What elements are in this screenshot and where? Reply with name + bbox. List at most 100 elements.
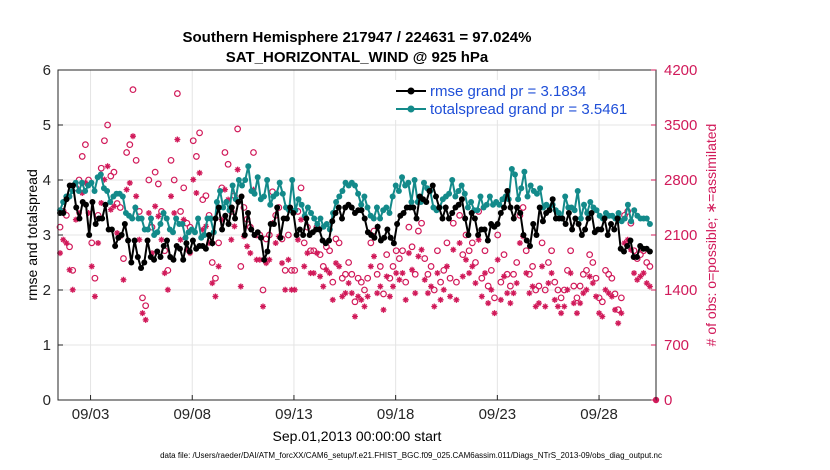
totalspread-line-point [132, 204, 139, 211]
obs-assimilated-marker [646, 283, 653, 290]
obs-possible-marker [617, 294, 625, 302]
obs-possible-marker [361, 286, 368, 294]
obs-assimilated-marker [402, 296, 409, 303]
obs-assimilated-marker [478, 293, 485, 300]
obs-possible-marker [434, 247, 441, 255]
rmse-line-point [562, 221, 569, 227]
obs-possible-marker [215, 239, 222, 247]
rmse-line-point [384, 226, 391, 233]
y-axis-right-label: # of obs: o=possible; ∗=assimilated [703, 124, 719, 347]
rmse-line-point [633, 254, 640, 260]
obs-possible-marker [88, 239, 96, 247]
totalspread-line-point [364, 204, 371, 211]
rmse-line-point [387, 234, 394, 241]
rmse-line-point [497, 210, 504, 216]
obs-possible-marker [208, 259, 216, 266]
obs-possible-marker [481, 247, 489, 255]
obs-assimilated-marker [364, 293, 371, 300]
totalspread-line-point [411, 177, 418, 183]
totalspread-line-point [358, 201, 365, 208]
rmse-line-point [264, 248, 271, 255]
totalspread-line-point [621, 215, 628, 222]
rmse-line-point [125, 237, 132, 244]
obs-assimilated-marker [95, 240, 102, 247]
obs-assimilated-marker [596, 310, 603, 317]
obs-assimilated-marker [437, 296, 444, 303]
totalspread-line-point [587, 199, 594, 205]
obs-assimilated-marker [272, 240, 279, 247]
y-right-tick-label: 3500 [664, 117, 697, 134]
obs-possible-marker [484, 282, 492, 290]
rmse-line-point [465, 232, 472, 238]
obs-possible-marker [142, 302, 150, 310]
rmse-line-point [569, 226, 576, 233]
obs-assimilated-marker [212, 293, 219, 300]
obs-assimilated-marker [256, 256, 263, 263]
obs-assimilated-marker [228, 236, 235, 243]
totalspread-line-point [169, 229, 176, 236]
obs-assimilated-marker [301, 263, 308, 270]
obs-assimilated-marker [114, 230, 121, 237]
rmse-line-point [458, 196, 465, 203]
obs-assimilated-marker [570, 300, 577, 307]
obs-assimilated-marker [69, 286, 76, 293]
obs-assimilated-marker [307, 270, 314, 277]
obs-possible-marker [348, 270, 356, 278]
obs-assimilated-marker [79, 189, 86, 196]
totalspread-line-point [455, 188, 462, 194]
obs-assimilated-marker [237, 283, 244, 290]
obs-possible-marker [478, 274, 486, 282]
totalspread-line-point [515, 196, 522, 203]
totalspread-line-point [82, 188, 89, 194]
title-line-2: SAT_HORIZONTAL_WIND @ 925 hPa [226, 49, 489, 66]
rmse-line-point [484, 237, 491, 244]
obs-possible-marker [497, 278, 505, 286]
obs-possible-marker [589, 259, 597, 266]
rmse-line-point [339, 215, 346, 222]
rmse-line-point [423, 199, 430, 205]
obs-assimilated-marker [469, 263, 476, 270]
obs-assimilated-marker [551, 296, 558, 303]
obs-possible-marker [132, 156, 140, 164]
obs-possible-marker [519, 204, 527, 211]
obs-possible-marker [212, 274, 219, 282]
rmse-line-point [620, 248, 627, 255]
obs-assimilated-marker [85, 210, 92, 216]
obs-possible-marker [129, 86, 137, 94]
obs-possible-marker [145, 176, 153, 184]
obs-assimilated-marker [259, 303, 266, 310]
totalspread-line-point [179, 221, 186, 227]
obs-assimilated-marker [253, 256, 260, 263]
obs-assimilated-marker [513, 280, 520, 287]
rmse-line-point [303, 215, 310, 222]
obs-possible-marker [570, 282, 578, 290]
obs-possible-marker [281, 266, 289, 274]
rmse-line-point [514, 204, 521, 211]
obs-assimilated-marker [323, 266, 330, 273]
obs-assimilated-marker [621, 240, 628, 247]
obs-assimilated-marker [428, 283, 435, 290]
totalspread-line-point [160, 210, 167, 216]
totalspread-line-point [486, 193, 493, 200]
obs-assimilated-marker [507, 300, 514, 307]
rmse-line-point [290, 210, 297, 216]
obs-assimilated-marker [393, 270, 400, 277]
rmse-line-point [335, 204, 342, 211]
obs-assimilated-marker [545, 280, 552, 287]
obs-assimilated-marker [63, 240, 70, 247]
rmse-line-point [501, 204, 508, 211]
obs-assimilated-marker [177, 236, 184, 243]
obs-possible-marker [446, 274, 454, 282]
obs-possible-marker [443, 239, 451, 247]
obs-assimilated-marker [494, 256, 501, 263]
totalspread-line-point [129, 215, 136, 222]
obs-assimilated-marker [396, 276, 403, 283]
rmse-line-point [138, 265, 145, 271]
totalspread-line-point [173, 215, 180, 222]
obs-assimilated-marker [637, 273, 644, 280]
totalspread-line-point [581, 201, 588, 208]
rmse-line-point [232, 215, 239, 222]
rmse-line-point [348, 204, 355, 211]
totalspread-line-point [138, 215, 145, 222]
rmse-line-point [326, 237, 333, 244]
